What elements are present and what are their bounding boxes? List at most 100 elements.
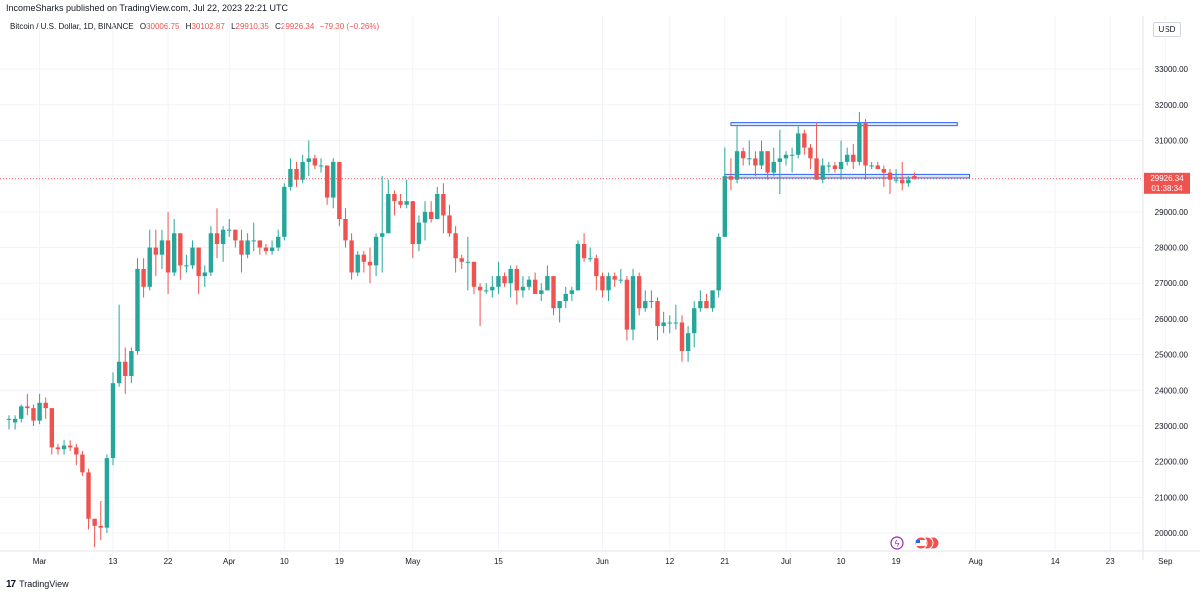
candle xyxy=(679,315,685,362)
legend-close-label: C xyxy=(275,22,281,31)
candle xyxy=(789,147,795,173)
lightning-event-icon[interactable] xyxy=(890,536,904,550)
candle xyxy=(343,208,348,248)
price-chart[interactable]: 20000.00 21000.00 22000.00 23000.00 24000.00… xyxy=(0,16,1200,573)
candle xyxy=(844,147,850,166)
candlestick-series xyxy=(6,111,917,548)
candle-body xyxy=(820,165,825,180)
brand-name[interactable]: TradingView xyxy=(19,579,69,589)
candle-body xyxy=(318,165,324,167)
legend-change: −79.30 (−0.26%) xyxy=(319,22,380,31)
time-tick-label: 23 xyxy=(1106,557,1115,566)
candle-body xyxy=(490,286,495,291)
candle xyxy=(416,215,422,252)
candle-body xyxy=(863,122,868,166)
candle-body xyxy=(477,286,483,291)
candle-body xyxy=(636,276,642,309)
candle-body xyxy=(129,351,134,377)
legend-open-value: 30006.75 xyxy=(146,22,180,31)
range-rectangle[interactable] xyxy=(724,173,971,179)
candle-body xyxy=(612,276,617,280)
candle-body xyxy=(851,154,856,162)
candle xyxy=(123,347,128,394)
candle xyxy=(337,161,342,227)
candle xyxy=(520,276,526,298)
candle-body xyxy=(569,290,575,294)
candle-body xyxy=(643,301,648,309)
candle-body xyxy=(802,133,807,148)
candle-body xyxy=(355,254,360,273)
candle xyxy=(86,468,91,530)
candle-body xyxy=(404,201,409,205)
candle xyxy=(98,500,103,541)
candle xyxy=(257,240,263,255)
candle xyxy=(685,326,691,362)
candle xyxy=(386,179,391,234)
candle xyxy=(753,151,758,177)
last-price-tag xyxy=(1144,172,1190,194)
candle xyxy=(514,265,519,305)
candle-body xyxy=(428,211,434,219)
candle xyxy=(410,201,415,259)
candle xyxy=(747,140,752,166)
candle-body xyxy=(881,169,887,173)
candle-body xyxy=(178,233,183,266)
candle xyxy=(477,283,483,327)
candle xyxy=(55,443,61,455)
candle-body xyxy=(869,165,874,167)
candle xyxy=(771,147,776,177)
candle xyxy=(141,258,146,298)
candle xyxy=(190,240,195,269)
candle-body xyxy=(80,454,85,473)
candle xyxy=(594,254,599,291)
candle xyxy=(110,372,116,466)
candle xyxy=(214,208,220,259)
candle-body xyxy=(630,276,636,330)
candle xyxy=(783,151,789,166)
candle xyxy=(643,290,648,312)
currency-button[interactable]: USD xyxy=(1153,22,1181,37)
candle-body xyxy=(551,276,556,309)
candle-body xyxy=(624,279,630,330)
candle-body xyxy=(661,322,666,327)
range-rectangle[interactable] xyxy=(730,122,958,127)
candle-body xyxy=(508,268,513,284)
candle-body xyxy=(655,301,660,327)
candle-body xyxy=(343,218,348,241)
time-tick-label: Jul xyxy=(781,557,791,566)
candle-body xyxy=(147,247,152,287)
candle-body xyxy=(159,240,165,255)
candle xyxy=(67,440,73,451)
candle-body xyxy=(227,229,232,231)
candle-body xyxy=(214,233,220,244)
candle-body xyxy=(392,194,397,202)
candle-body xyxy=(337,161,342,219)
candle xyxy=(269,240,275,255)
candle-body xyxy=(502,276,507,284)
candle xyxy=(349,233,354,280)
candle-body xyxy=(594,258,599,277)
footer-brand: 17 TradingView xyxy=(6,577,69,591)
candle xyxy=(808,144,813,170)
candle-body xyxy=(875,165,880,170)
candle-body xyxy=(575,243,581,291)
candle-body xyxy=(520,286,526,291)
candle xyxy=(116,304,122,387)
candle xyxy=(539,283,544,302)
publisher-line: IncomeSharks published on TradingView.co… xyxy=(6,3,288,13)
candle xyxy=(428,201,434,223)
candle xyxy=(887,169,893,195)
candle-body xyxy=(257,240,263,248)
candle xyxy=(37,393,42,425)
candle-body xyxy=(832,165,838,170)
candle xyxy=(404,179,409,209)
candle xyxy=(710,290,715,312)
candle xyxy=(704,293,709,309)
candle-body xyxy=(410,201,415,244)
candle xyxy=(233,229,238,248)
candle-body xyxy=(312,158,318,166)
candle xyxy=(373,233,379,277)
candle-body xyxy=(104,458,110,528)
symbol-title[interactable]: Bitcoin / U.S. Dollar, 1D, BINANCE xyxy=(10,22,134,31)
legend-close-value: 29926.34 xyxy=(280,22,315,31)
